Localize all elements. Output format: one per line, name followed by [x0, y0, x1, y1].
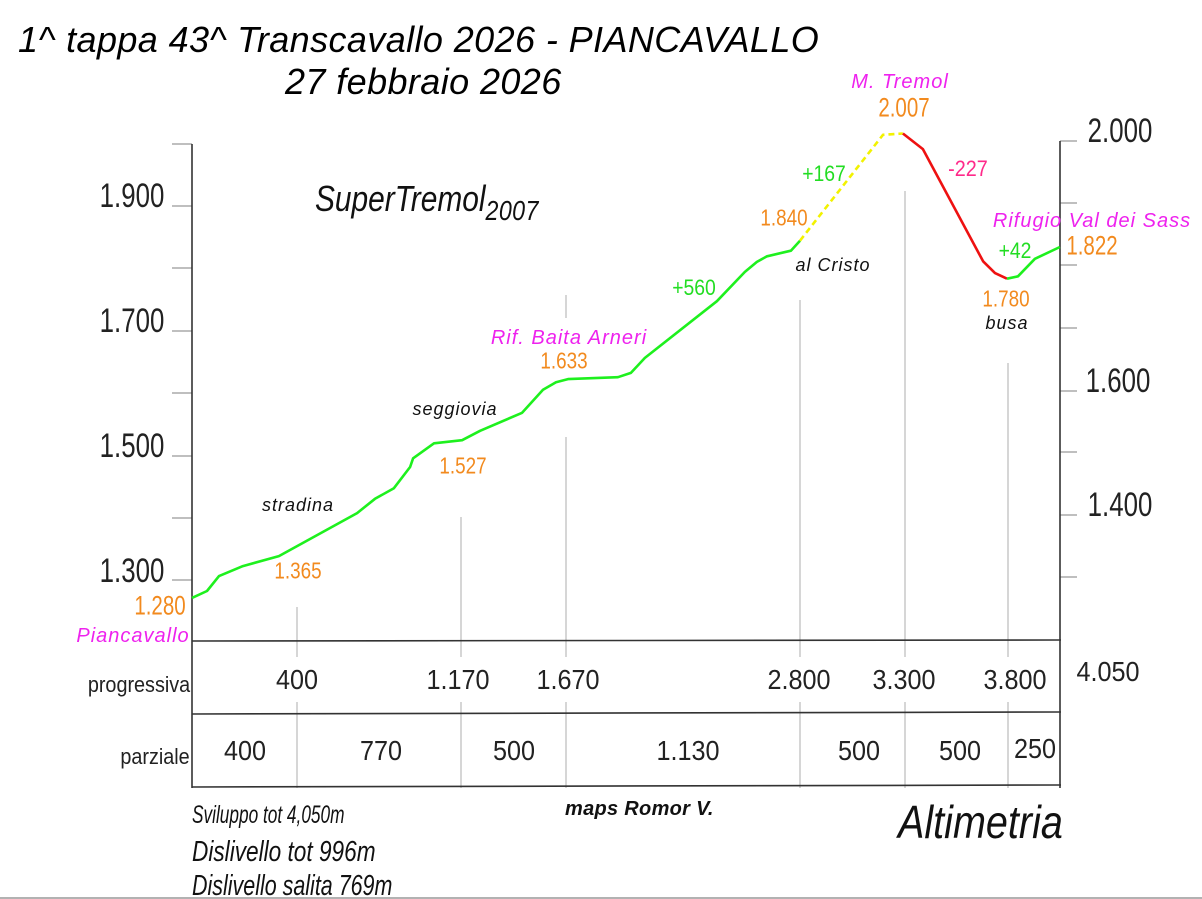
stat-dislivello-tot: Dislivello tot 996m [192, 836, 376, 868]
stat-dislivello-salita: Dislivello salita 769m [192, 870, 393, 899]
elevation-profile [191, 132, 1061, 600]
note-seggiovia: seggiovia [412, 399, 498, 419]
elevation-label-end: 1.822 [1066, 230, 1118, 261]
note-stradina: stradina [261, 495, 335, 515]
elevation-label-cristo: 1.840 [760, 204, 808, 231]
progressiva-value: 3.800 [983, 664, 1047, 695]
left-axis-ticks [172, 143, 192, 581]
profile-segment [1006, 245, 1061, 280]
parziale-value: 250 [1013, 733, 1057, 764]
parziale-value: 1.130 [656, 735, 720, 766]
chart-title: 1^ tappa 43^ Transcavallo 2026 - PIANCAV… [18, 19, 820, 60]
progressiva-value: 3.300 [872, 664, 936, 695]
progressiva-value: 400 [275, 664, 319, 695]
parziale-value: 500 [938, 735, 982, 766]
right-axis-ticks [1060, 140, 1077, 578]
elevation-label-busa: 1.780 [982, 285, 1030, 312]
note-al-cristo: al Cristo [795, 255, 871, 275]
gain-label-ascent2: +167 [802, 161, 846, 186]
left-axis-label: 1.900 [99, 177, 165, 215]
profile-segment [191, 239, 801, 600]
progressiva-value: 2.800 [767, 664, 831, 695]
gain-label-ascent1: +560 [672, 275, 716, 300]
parziale-value: 500 [492, 735, 536, 766]
loss-label-descent: -227 [948, 156, 988, 181]
progressiva-value: 1.670 [536, 664, 600, 695]
left-axis-label: 1.700 [99, 302, 165, 340]
elevation-label-baita: 1.633 [540, 347, 588, 374]
left-axis-label: 1.300 [99, 552, 165, 590]
place-label-end: Rifugio Val dei Sass [992, 210, 1192, 232]
place-label-baita: Rif. Baita Arneri [490, 327, 648, 349]
elevation-label-peak: 2.007 [878, 92, 930, 123]
progressiva-value: 1.170 [426, 664, 490, 695]
note-busa: busa [985, 313, 1029, 333]
axes-and-table [191, 141, 1062, 788]
right-axis-label: 1.600 [1085, 362, 1151, 400]
chart-date: 27 febbraio 2026 [285, 61, 562, 102]
brand-logo: SuperTremol2007 [315, 181, 539, 225]
stat-sviluppo: Sviluppo tot 4,050m [192, 801, 345, 829]
brand-year: 2007 [485, 195, 539, 226]
brand-name: SuperTremol [315, 178, 486, 219]
gain-label-ascent3: +42 [998, 238, 1032, 263]
map-credit: maps Romor V. [565, 798, 714, 820]
profile-segment [902, 132, 1008, 280]
profile-segment [798, 132, 903, 242]
table-row-label-parziale: parziale [120, 744, 190, 769]
chart-caption: Altimetria [898, 796, 1063, 848]
right-axis-label: 2.000 [1087, 112, 1153, 150]
place-label-peak: M. Tremol [851, 71, 949, 93]
elevation-label-start: 1.280 [134, 590, 186, 621]
parziale-value: 770 [359, 735, 403, 766]
elevation-label-400: 1.365 [274, 557, 322, 584]
place-label-start: Piancavallo [76, 625, 190, 647]
table-row-label-progressiva: progressiva [87, 672, 191, 697]
parziale-value: 400 [223, 735, 267, 766]
progressiva-total: 4.050 [1076, 656, 1140, 687]
vertical-guides [296, 191, 1009, 788]
parziale-value: 500 [837, 735, 881, 766]
left-axis-label: 1.500 [99, 427, 165, 465]
elevation-label-1170: 1.527 [439, 452, 487, 479]
right-axis-label: 1.400 [1087, 486, 1153, 524]
